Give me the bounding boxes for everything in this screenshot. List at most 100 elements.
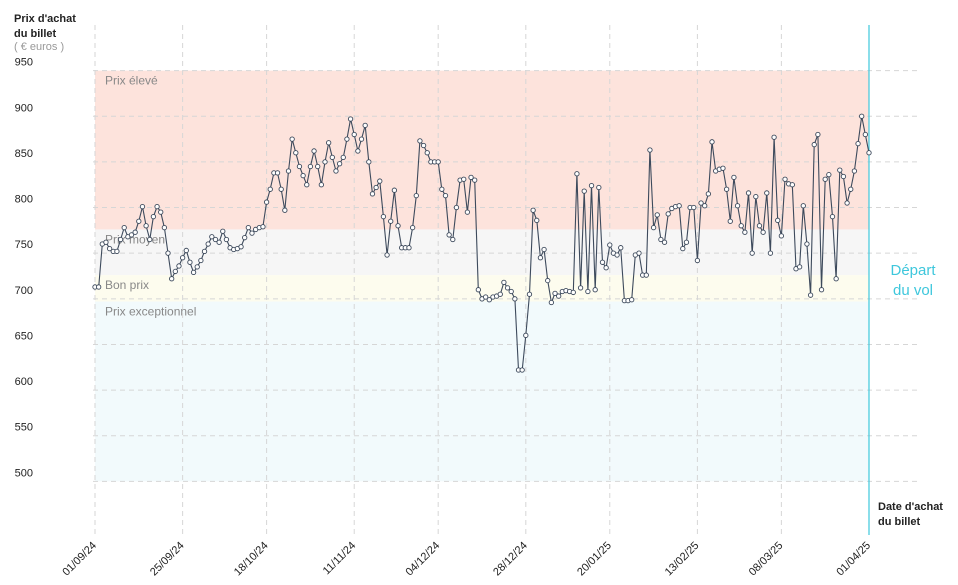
price-point bbox=[209, 234, 215, 240]
price-point bbox=[629, 297, 635, 303]
price-point bbox=[548, 299, 555, 306]
y-tick-label: 700 bbox=[15, 285, 33, 297]
price-point bbox=[764, 190, 770, 196]
price-point bbox=[366, 159, 372, 165]
x-tick-label: 18/10/24 bbox=[232, 540, 271, 579]
price-point bbox=[161, 224, 168, 231]
price-point bbox=[756, 223, 763, 229]
price-point bbox=[647, 147, 653, 153]
price-point bbox=[158, 209, 164, 215]
departure-label: du vol bbox=[893, 282, 933, 299]
price-point bbox=[607, 242, 613, 248]
y-tick-label: 850 bbox=[15, 148, 33, 160]
price-point bbox=[614, 252, 620, 258]
price-point bbox=[526, 291, 533, 297]
price-band bbox=[95, 301, 869, 482]
band-label: Prix élevé bbox=[105, 74, 158, 88]
price-point bbox=[329, 154, 335, 160]
price-point bbox=[552, 290, 558, 296]
price-point bbox=[128, 232, 135, 238]
price-point bbox=[468, 174, 474, 181]
price-point bbox=[169, 276, 175, 282]
price-point bbox=[698, 200, 704, 206]
price-point bbox=[822, 176, 828, 182]
price-point bbox=[300, 172, 306, 179]
price-point bbox=[745, 190, 752, 196]
price-point bbox=[114, 248, 120, 255]
price-point bbox=[581, 188, 587, 194]
price-point bbox=[519, 367, 525, 373]
price-point bbox=[362, 122, 368, 129]
price-point bbox=[293, 150, 299, 156]
price-point bbox=[829, 214, 836, 220]
y-axis-unit: ( € euros ) bbox=[14, 41, 64, 53]
price-point bbox=[599, 259, 606, 265]
price-point bbox=[577, 285, 584, 291]
price-point bbox=[530, 207, 536, 213]
price-point bbox=[420, 142, 427, 149]
price-point bbox=[680, 245, 686, 252]
price-point bbox=[738, 223, 744, 229]
price-point bbox=[742, 229, 748, 235]
price-point bbox=[179, 255, 186, 261]
x-axis-title: du billet bbox=[878, 516, 921, 528]
price-point bbox=[508, 288, 514, 295]
x-tick-label: 08/03/25 bbox=[747, 540, 786, 579]
price-point bbox=[132, 229, 138, 235]
price-point bbox=[512, 296, 518, 302]
price-point bbox=[377, 178, 383, 184]
price-point bbox=[96, 284, 102, 290]
price-point bbox=[413, 193, 419, 199]
price-point bbox=[347, 116, 354, 122]
price-point bbox=[504, 285, 511, 291]
price-point bbox=[355, 148, 361, 154]
y-axis-title: du billet bbox=[14, 28, 57, 40]
price-point bbox=[475, 287, 481, 293]
price-point bbox=[603, 265, 609, 271]
price-point bbox=[789, 182, 795, 188]
price-point bbox=[501, 279, 507, 286]
price-point bbox=[818, 287, 825, 293]
price-point bbox=[373, 184, 379, 191]
price-point bbox=[694, 257, 701, 264]
price-point bbox=[848, 186, 854, 192]
x-tick-label: 13/02/25 bbox=[663, 540, 702, 579]
price-point bbox=[723, 186, 730, 192]
price-point bbox=[242, 235, 248, 241]
price-point bbox=[534, 217, 540, 223]
departure-label: Départ bbox=[890, 262, 936, 279]
price-point bbox=[826, 172, 832, 178]
price-point bbox=[106, 245, 113, 252]
price-point bbox=[395, 223, 401, 229]
price-point bbox=[665, 211, 671, 217]
x-tick-label: 25/09/24 bbox=[148, 540, 187, 579]
price-point bbox=[278, 186, 284, 192]
price-point bbox=[249, 230, 255, 236]
price-point bbox=[661, 239, 668, 245]
price-point bbox=[344, 136, 350, 142]
price-point bbox=[811, 141, 817, 148]
price-point bbox=[676, 203, 682, 209]
price-point bbox=[709, 139, 715, 145]
price-point bbox=[705, 191, 712, 197]
price-point bbox=[753, 193, 759, 200]
price-point bbox=[380, 214, 387, 220]
price-point bbox=[409, 224, 416, 231]
y-tick-label: 600 bbox=[15, 376, 33, 388]
price-point bbox=[238, 244, 244, 250]
price-point bbox=[815, 131, 821, 138]
price-point bbox=[103, 239, 109, 245]
price-point bbox=[807, 292, 814, 298]
price-point bbox=[796, 264, 803, 270]
price-point bbox=[523, 332, 529, 338]
price-point bbox=[650, 224, 657, 231]
price-point bbox=[391, 187, 398, 193]
price-point bbox=[220, 228, 226, 234]
price-point bbox=[840, 173, 847, 180]
price-point bbox=[315, 163, 321, 170]
price-point bbox=[147, 236, 153, 243]
price-point bbox=[245, 224, 251, 231]
price-point bbox=[734, 203, 741, 209]
price-point bbox=[866, 150, 872, 156]
price-point bbox=[318, 182, 325, 188]
